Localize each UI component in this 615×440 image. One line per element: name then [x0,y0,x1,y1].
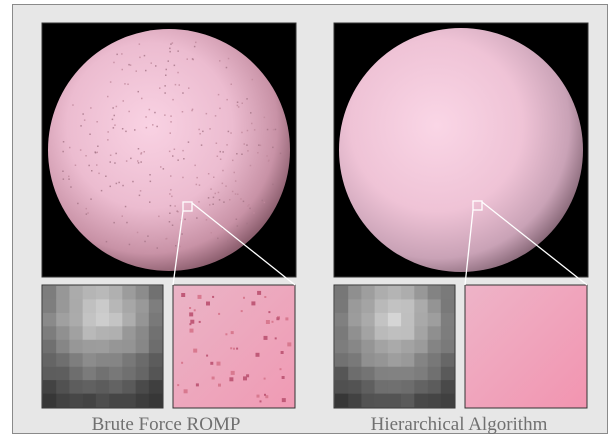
inset-zoom-frame [172,284,296,409]
sphere-render [339,28,583,272]
panel-brute-force: Brute Force ROMP [13,5,313,435]
zoom-line-left [464,209,474,286]
zoom-region-marker [182,201,193,212]
inset-grayscale-pixels [335,286,455,408]
zoom-line-right [191,202,296,286]
panel-right-graphics [333,22,589,409]
zoom-region-marker [472,200,483,211]
inset-zoom-speckles [177,290,292,403]
panel-hierarchical: Hierarchical Algorithm [309,5,609,435]
inset-grayscale-pixels [43,286,163,408]
zoom-line-left [172,210,184,286]
caption-brute-force: Brute Force ROMP [91,414,241,435]
caption-hierarchical: Hierarchical Algorithm [370,414,548,435]
render-noise-speckles [62,41,282,249]
panel-left-graphics [41,22,297,409]
zoom-line-right [481,201,588,286]
figure-frame: Brute Force ROMP [12,4,609,435]
inset-zoom-frame [464,284,588,409]
sphere-render [48,29,290,271]
